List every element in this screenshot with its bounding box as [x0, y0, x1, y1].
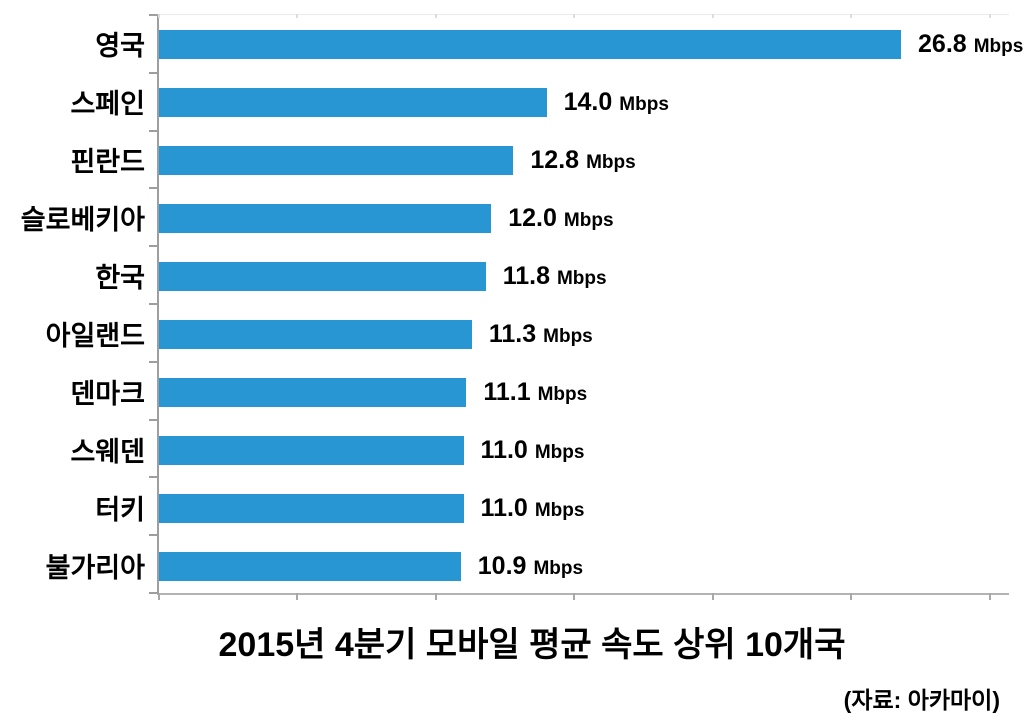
x-axis-tick-top [158, 14, 160, 18]
value-unit: Mbps [556, 267, 607, 289]
value-number: 11.1 [483, 378, 531, 407]
bar-row: 11.0 Mbps [159, 422, 1009, 480]
bar [159, 261, 486, 291]
y-axis-tick [149, 129, 157, 132]
y-axis-tick [149, 592, 157, 594]
value-label: 11.0 Mbps [481, 436, 585, 465]
value-unit: Mbps [619, 93, 669, 115]
value-number: 11.8 [502, 261, 550, 290]
bar [159, 378, 467, 408]
y-axis-tick [149, 303, 157, 305]
category-label: 스웨덴 [70, 437, 145, 468]
value-number: 11.0 [480, 436, 528, 465]
value-unit: Mbps [973, 35, 1024, 57]
bar-row: 11.0 Mbps [159, 480, 1009, 538]
y-axis-tick [149, 187, 157, 190]
bar [159, 87, 547, 117]
value-number: 12.8 [530, 145, 580, 174]
value-number: 12.0 [508, 203, 557, 232]
value-label: 11.0 Mbps [481, 494, 585, 523]
y-axis-tick [149, 360, 157, 363]
x-axis-tick-top [711, 14, 714, 18]
x-axis-tick-top [296, 14, 299, 18]
value-label: 10.9 Mbps [478, 552, 583, 581]
bar [159, 320, 472, 350]
bar-row: 12.0 Mbps [159, 189, 1009, 247]
x-axis-tick [573, 593, 576, 600]
category-label: 스페인 [70, 88, 145, 119]
value-number: 10.9 [477, 552, 527, 581]
x-axis-tick [711, 593, 714, 600]
category-label: 핀란드 [70, 146, 145, 177]
value-unit: Mbps [534, 500, 585, 522]
y-axis-tick [149, 418, 157, 421]
y-axis-tick [149, 245, 157, 248]
category-label: 한국 [95, 262, 145, 293]
category-label: 덴마크 [70, 379, 145, 410]
bar-row: 11.1 Mbps [159, 364, 1009, 422]
bar-row: 12.8 Mbps [159, 131, 1009, 189]
y-axis-tick [149, 71, 157, 74]
value-number: 11.0 [480, 494, 528, 523]
value-unit: Mbps [563, 209, 614, 231]
x-axis-tick-top [850, 14, 853, 18]
bar-row: 14.0 Mbps [159, 73, 1009, 131]
x-axis-tick [434, 593, 437, 600]
category-label: 슬로베키아 [20, 204, 145, 235]
bar [159, 29, 902, 59]
value-label: 12.8 Mbps [530, 146, 635, 175]
chart-source: (자료: 아카마이) [843, 687, 1000, 713]
value-label: 11.3 Mbps [489, 320, 593, 349]
value-unit: Mbps [534, 442, 585, 464]
bar [159, 436, 464, 466]
value-label: 12.0 Mbps [508, 204, 613, 233]
bar-row: 26.8 Mbps [159, 15, 1023, 73]
bar-row: 10.9 Mbps [159, 538, 1009, 596]
bar-row: 11.3 Mbps [159, 305, 1009, 363]
value-unit: Mbps [543, 326, 593, 348]
value-label: 14.0 Mbps [564, 88, 669, 117]
category-label: 불가리아 [45, 553, 145, 584]
x-axis-tick [850, 593, 853, 600]
value-label: 11.8 Mbps [503, 262, 607, 291]
value-unit: Mbps [533, 558, 584, 580]
x-axis-tick [296, 593, 299, 600]
x-axis-tick-top [573, 14, 576, 18]
bar [159, 494, 464, 524]
bar-row: 11.8 Mbps [159, 247, 1009, 305]
value-unit: Mbps [537, 384, 588, 406]
y-axis-tick [149, 534, 157, 537]
x-axis-tick [158, 593, 160, 600]
value-number: 14.0 [563, 87, 613, 116]
x-axis-tick [988, 593, 991, 600]
bar-series: 26.8 Mbps 14.0 Mbps 12.8 Mbps 12.0 Mbps 11.8 Mbps… [159, 15, 1023, 596]
value-label: 11.1 Mbps [483, 378, 587, 407]
plot-area: 26.8 Mbps 14.0 Mbps 12.8 Mbps 12.0 Mbps 11.8 Mbps… [149, 14, 1023, 600]
category-label: 아일랜드 [45, 321, 145, 352]
x-axis-tick-top [988, 14, 991, 18]
value-number: 11.3 [488, 320, 537, 349]
value-unit: Mbps [586, 151, 636, 173]
value-number: 26.8 [918, 29, 967, 58]
bar [159, 552, 461, 582]
value-label: 26.8 Mbps [918, 30, 1023, 59]
category-label: 영국 [95, 30, 145, 61]
bar [159, 203, 492, 233]
chart-title: 2015년 4분기 모바일 평균 속도 상위 10개국 [218, 626, 846, 664]
y-axis-tick [149, 476, 157, 479]
y-axis-tick [149, 14, 157, 16]
bar [159, 145, 514, 175]
category-label: 터키 [95, 495, 145, 526]
x-axis-tick-top [434, 14, 437, 18]
